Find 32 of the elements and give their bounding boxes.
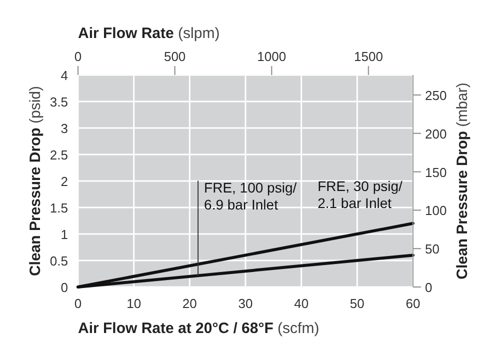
annotation: FRE, 30 psig/ 2.1 bar Inlet <box>318 178 403 212</box>
y2-tick-label: 0 <box>425 280 432 295</box>
y-tick-label: 1 <box>60 227 68 242</box>
y-axis-title: Clean Pressure Drop (psid) <box>27 86 44 276</box>
y-tick-label: 4 <box>60 68 68 83</box>
y2-tick-label: 50 <box>425 242 440 257</box>
x2-axis-title: Air Flow Rate (slpm) <box>78 25 220 42</box>
y2-tick-label: 100 <box>425 203 447 218</box>
x2-tick-label: 500 <box>164 49 186 64</box>
y-tick-label: 0 <box>60 280 68 295</box>
y2-axis-title: Clean Pressure Drop (mbar) <box>454 82 471 280</box>
y-tick-label: 2 <box>60 174 68 189</box>
x-tick-label: 30 <box>238 296 253 311</box>
y-tick-label: 0.5 <box>50 254 68 268</box>
x-tick-label: 0 <box>74 296 82 311</box>
x-tick-label: 10 <box>126 296 142 311</box>
y-tick-label: 1.5 <box>50 200 68 216</box>
y2-tick-label: 150 <box>425 164 447 180</box>
x2-tick-label: 1500 <box>354 49 383 64</box>
x2-tick-label: 0 <box>74 49 82 64</box>
x2-tick-label: 1000 <box>257 49 286 64</box>
y-tick-label: 3.5 <box>50 94 68 110</box>
x-tick-label: 50 <box>350 296 364 311</box>
y-tick-label: 2.5 <box>50 148 68 162</box>
x-axis-title: Air Flow Rate at 20°C / 68°F (scfm) <box>78 320 320 337</box>
x-tick-label: 40 <box>294 296 309 311</box>
y2-tick-label: 250 <box>425 88 447 103</box>
annotation: FRE, 100 psig/ 6.9 bar Inlet <box>204 180 297 213</box>
y2-tick-label: 200 <box>425 126 447 142</box>
y-tick-label: 3 <box>60 121 68 136</box>
x-tick-label: 20 <box>182 296 197 311</box>
x-tick-label: 60 <box>406 296 420 311</box>
